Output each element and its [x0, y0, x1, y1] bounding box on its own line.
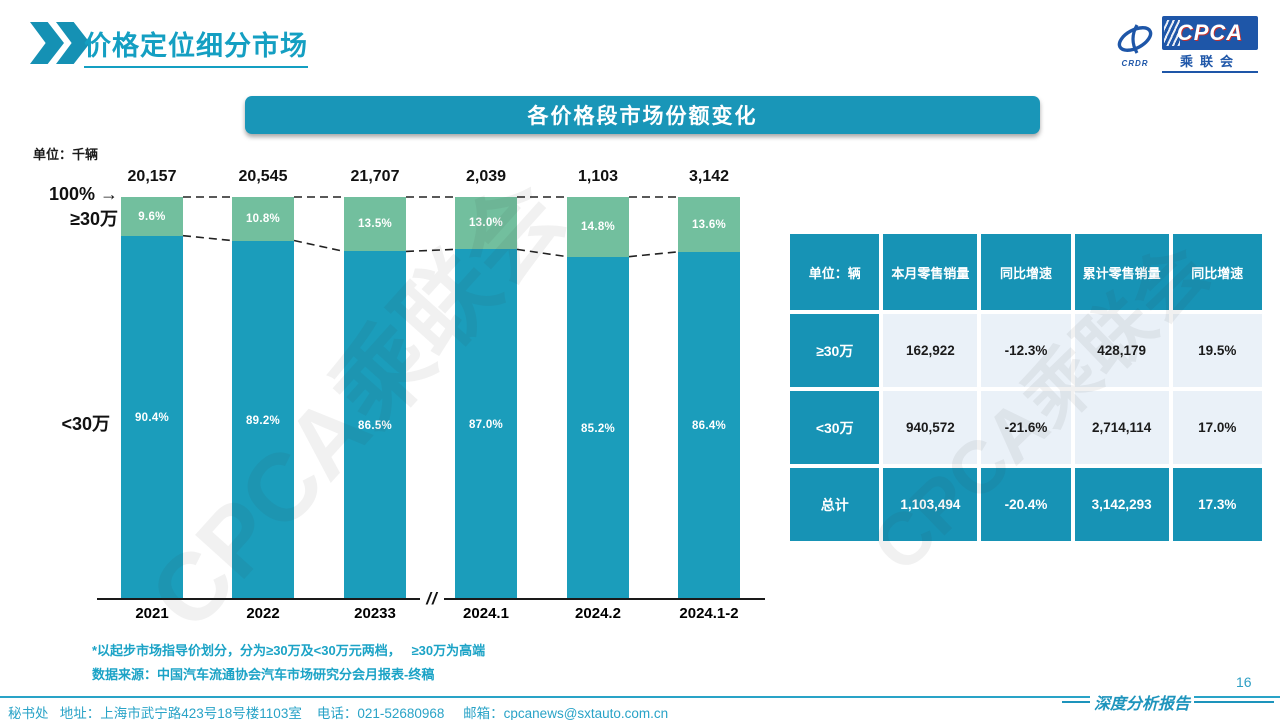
table-header-cell: 同比增速	[1172, 234, 1262, 310]
footnote-source: 数据来源：中国汽车流通协会汽车市场研究分会月报表-终稿	[92, 667, 435, 682]
x-axis-category: 2022	[246, 605, 280, 622]
segment-ge30: 9.6%	[121, 197, 183, 236]
unit-label: 单位：千辆	[33, 147, 99, 162]
cpca-logo-mark-icon: CRDR	[1114, 21, 1156, 68]
table-header-cell: 累计零售销量	[1074, 234, 1169, 310]
axis-break-mark: //	[420, 586, 444, 612]
cpca-logo-text-block: CPCA 乘联会	[1162, 16, 1258, 73]
table-header-cell: 同比增速	[981, 234, 1071, 310]
page-title: 价格定位细分市场	[84, 24, 308, 68]
table-cell: 940,572	[883, 391, 978, 464]
bar-total-label: 3,142	[688, 168, 730, 185]
table-header-cell: 单位：辆	[790, 234, 880, 310]
arrow-right-icon: →	[100, 184, 118, 204]
table-cell: 2,714,114	[1074, 391, 1169, 464]
table-cell: -21.6%	[981, 391, 1071, 464]
x-axis-category: 2021	[135, 605, 169, 622]
table-cell: -20.4%	[981, 468, 1071, 541]
segment-lt30: 86.5%	[344, 251, 406, 600]
table-row-label: ≥30万	[790, 314, 880, 387]
segment-lt30: 90.4%	[121, 236, 183, 600]
axis-100-label: 100% →	[48, 184, 118, 204]
crdr-label: CRDR	[1121, 59, 1149, 68]
x-axis-category: 2024.2	[575, 605, 621, 622]
segment-lt30: 85.2%	[567, 257, 629, 600]
cpca-logo: CRDR CPCA 乘联会	[1114, 16, 1258, 73]
segment-ge30: 13.6%	[678, 197, 740, 252]
watermark-chart: CPCA乘联会	[129, 161, 584, 650]
x-axis-category: 20233	[354, 605, 396, 622]
segment-ge30: 10.8%	[232, 197, 294, 241]
table-cell: 3,142,293	[1074, 468, 1169, 541]
footer-rule-right	[1194, 701, 1275, 703]
section-banner: 各价格段市场份额变化	[245, 96, 1040, 134]
summary-table: 单位：辆 本月零售销量 同比增速 累计零售销量 同比增速 ≥30万 162,92…	[790, 234, 1262, 541]
stacked-bar: 13.6% 86.4%	[678, 197, 740, 600]
table-row-label: 总计	[790, 468, 880, 541]
x-axis-category: 2024.1-2	[679, 605, 739, 622]
stacked-bar: 13.5% 86.5%	[344, 197, 406, 600]
bar-total-label: 20,545	[238, 168, 288, 185]
title-chevrons-icon	[30, 22, 94, 64]
footer-contact: 秘书处 地址：上海市武宁路423号18号楼1103室 电话：021-526809…	[8, 706, 669, 720]
cpca-logo-en: CPCA	[1162, 16, 1258, 50]
segment-ge30: 13.5%	[344, 197, 406, 251]
stacked-bar: 10.8% 89.2%	[232, 197, 294, 600]
table-cell: 17.3%	[1172, 468, 1262, 541]
stacked-bar: 14.8% 85.2%	[567, 197, 629, 600]
table-header-cell: 本月零售销量	[883, 234, 978, 310]
segment-ge30: 14.8%	[567, 197, 629, 257]
footer-rule-left	[1062, 701, 1090, 703]
cpca-logo-cn: 乘联会	[1162, 51, 1258, 73]
segment-lt30: 86.4%	[678, 252, 740, 600]
page-number: 16	[1236, 674, 1252, 690]
segment-ge30: 13.0%	[455, 197, 517, 249]
segment-lt30: 87.0%	[455, 249, 517, 600]
footer-divider	[0, 696, 1280, 698]
bar-total-label: 2,039	[465, 168, 507, 185]
bar-total-label: 1,103	[577, 168, 619, 185]
cpca-ellipse-icon	[1117, 24, 1153, 54]
footnote-definition: *以起步市场指导价划分，分为≥30万及<30万元两档， ≥30万为高端	[92, 643, 486, 658]
stacked-bar: 9.6% 90.4%	[121, 197, 183, 600]
table-cell: 162,922	[883, 314, 978, 387]
table-cell: 428,179	[1074, 314, 1169, 387]
segment-lt30: 89.2%	[232, 241, 294, 600]
series-label-ge30: ≥30万	[70, 209, 118, 229]
section-banner-label: 各价格段市场份额变化	[527, 105, 758, 128]
table-cell: 19.5%	[1172, 314, 1262, 387]
table-cell: 17.0%	[1172, 391, 1262, 464]
stacked-bar: 13.0% 87.0%	[455, 197, 517, 600]
table-row-label: <30万	[790, 391, 880, 464]
bar-total-label: 21,707	[350, 168, 400, 185]
series-label-lt30: <30万	[61, 414, 110, 434]
table-cell: 1,103,494	[883, 468, 978, 541]
x-axis-category: 2024.1	[463, 605, 509, 622]
table-cell: -12.3%	[981, 314, 1071, 387]
report-type-label: 深度分析报告	[1062, 690, 1275, 714]
